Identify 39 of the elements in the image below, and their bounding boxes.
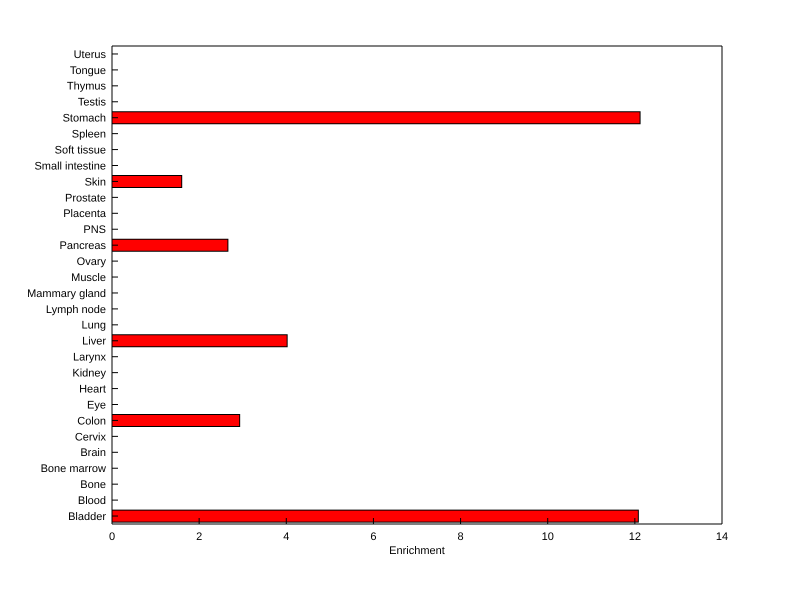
y-tick-label: Testis <box>78 96 106 109</box>
y-tick-label: Liver <box>82 336 106 348</box>
y-tick-label: Larynx <box>72 352 106 364</box>
y-tick-label: Uterus <box>74 48 106 61</box>
x-tick-label: 8 <box>458 530 464 543</box>
x-tick-label: 0 <box>108 530 116 543</box>
y-tick-label: Lung <box>82 320 106 332</box>
y-tick-label: Brain <box>80 447 106 460</box>
y-tick-label: Tongue <box>70 64 106 77</box>
y-tick-label: Soft tissue <box>54 144 106 156</box>
x-tick-label: 14 <box>716 530 728 543</box>
y-tick-label: Kidney <box>72 368 106 380</box>
y-tick-label: Small intestine <box>34 160 106 172</box>
y-tick-label: Mammary gland <box>27 288 106 300</box>
y-tick-label: Colon <box>77 415 106 428</box>
y-tick-label: Ovary <box>76 256 106 268</box>
x-tick-label: 10 <box>542 530 554 543</box>
x-axis-title: Enrichment <box>389 545 445 557</box>
y-tick-label: Eye <box>87 399 106 412</box>
y-tick-label: Stomach <box>62 112 106 125</box>
x-tick-label: 4 <box>283 530 290 543</box>
y-tick-label: Bladder <box>68 510 106 523</box>
y-tick-label: Bone <box>80 479 106 492</box>
y-tick-label: Thymus <box>66 80 106 93</box>
y-tick-label: Lymph node <box>46 304 106 316</box>
x-tick-label: 12 <box>628 530 641 543</box>
y-tick-label: Skin <box>84 176 106 188</box>
y-tick-label: Prostate <box>65 192 106 204</box>
y-tick-label: Bone marrow <box>40 463 106 476</box>
x-tick-label: 6 <box>370 530 376 543</box>
y-tick-label: Blood <box>78 495 106 508</box>
y-tick-label: PNS <box>83 224 106 236</box>
y-tick-label: Cervix <box>74 431 106 444</box>
x-tick-label: 2 <box>196 530 202 543</box>
y-tick-label: Placenta <box>63 208 107 220</box>
y-tick-label: Pancreas <box>60 240 106 252</box>
y-tick-label: Heart <box>79 383 106 396</box>
y-tick-label: Spleen <box>72 128 106 141</box>
y-tick-label: Muscle <box>71 272 106 284</box>
